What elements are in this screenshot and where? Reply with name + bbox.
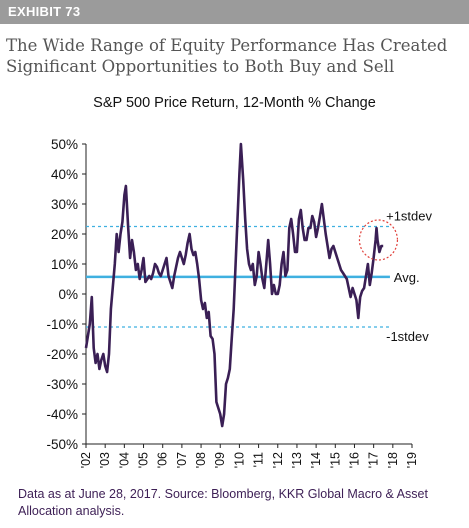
y-tick-label: -50% (46, 437, 78, 452)
x-tick-label: '12 (271, 452, 285, 468)
y-tick-label: 0% (58, 287, 78, 302)
reference-line-label: +1stdev (386, 209, 432, 224)
headline: The Wide Range of Equity Performance Has… (6, 35, 466, 77)
x-tick-label: '17 (367, 452, 381, 468)
sp500-series-line (84, 142, 384, 428)
y-tick-label: 10% (51, 257, 78, 272)
x-tick-label: '04 (117, 452, 131, 468)
x-tick-label: '06 (156, 452, 170, 468)
footnote-line-2: Allocation analysis. (18, 503, 125, 518)
x-tick-label: '19 (405, 452, 419, 468)
reference-line-label: Avg. (394, 270, 420, 285)
x-tick-label: '16 (347, 452, 361, 468)
x-tick-label: '15 (328, 452, 342, 468)
x-tick-label: '10 (232, 452, 246, 468)
x-tick-label: '18 (386, 452, 400, 468)
highlight-circle (358, 219, 399, 261)
x-tick-label: '02 (79, 452, 93, 468)
footnote: Data as at June 28, 2017. Source: Bloomb… (18, 486, 463, 519)
y-tick-label: 30% (51, 197, 78, 212)
y-tick-label: -40% (46, 407, 78, 422)
headline-line-2: Significant Opportunities to Both Buy an… (6, 57, 395, 76)
x-tick-label: '03 (98, 452, 112, 468)
x-tick-label: '14 (309, 452, 323, 468)
footnote-line-1: Data as at June 28, 2017. Source: Bloomb… (18, 487, 428, 501)
x-tick-label: '11 (252, 452, 266, 467)
x-tick-label: '07 (175, 452, 189, 468)
x-tick-label: '08 (194, 452, 208, 468)
y-tick-label: -20% (46, 347, 78, 362)
x-tick-label: '05 (137, 452, 151, 468)
y-tick-label: -10% (46, 317, 78, 332)
x-tick-label: '09 (213, 452, 227, 468)
exhibit-header-bar (0, 0, 469, 24)
y-tick-label: 50% (51, 137, 78, 152)
y-tick-label: 40% (51, 167, 78, 182)
headline-line-1: The Wide Range of Equity Performance Has… (6, 36, 448, 55)
exhibit-label: EXHIBIT 73 (8, 4, 81, 19)
reference-line-label: -1stdev (386, 329, 429, 344)
x-tick-label: '13 (290, 452, 304, 468)
chart-title: S&P 500 Price Return, 12-Month % Change (93, 95, 376, 111)
y-tick-label: 20% (51, 227, 78, 242)
y-tick-label: -30% (46, 377, 78, 392)
